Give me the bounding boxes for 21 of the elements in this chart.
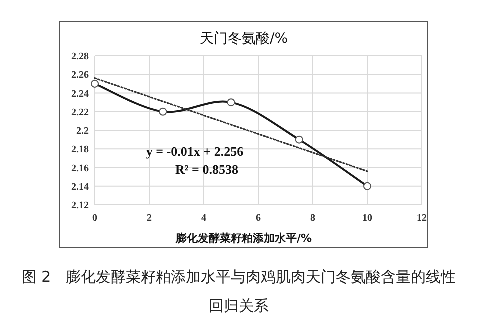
y-tick-label: 2.22 [72, 107, 89, 118]
x-tick-label: 12 [417, 213, 427, 224]
chart-title: 天门冬氨酸/% [200, 31, 288, 47]
y-tick-label: 2.2 [76, 126, 89, 137]
x-axis-title: 膨化发酵菜籽粕添加水平/% [174, 232, 312, 245]
y-tick-label: 2.26 [72, 70, 89, 82]
y-tick-label: 2.16 [72, 163, 89, 174]
x-tick-label: 8 [310, 213, 316, 224]
y-tick-label: 2.24 [72, 88, 89, 100]
x-tick-label: 0 [92, 213, 98, 224]
y-tick-label: 2.18 [72, 144, 89, 156]
y-tick-label: 2.12 [72, 200, 89, 212]
y-tick-label: 2.28 [72, 52, 89, 62]
x-tick-label: 6 [256, 213, 261, 224]
x-tick-label: 10 [362, 213, 372, 224]
x-tick-label: 2 [147, 213, 152, 224]
annotation: R² = 0.8538 [176, 162, 239, 177]
caption: 图 2 膨化发酵菜籽粕添加水平与肉鸡肌肉天门冬氨酸含量的线性回归关系 [22, 268, 456, 315]
y-tick-label: 2.14 [72, 182, 89, 193]
x-tick-label: 4 [202, 213, 206, 224]
annotation: y = -0.01x + 2.256 [146, 144, 244, 159]
